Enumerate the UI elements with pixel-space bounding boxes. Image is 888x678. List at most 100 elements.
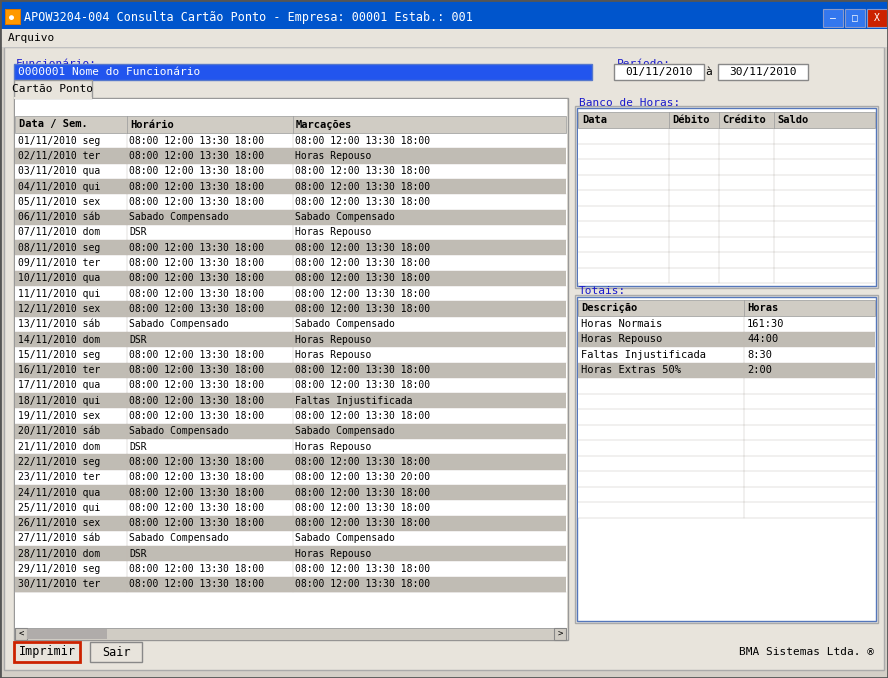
Text: 05/11/2010 sex: 05/11/2010 sex — [18, 197, 100, 207]
Bar — [554, 628, 566, 640]
Bar — [577, 297, 876, 621]
Text: 01/11/2010: 01/11/2010 — [625, 67, 693, 77]
Text: Horas Repouso: Horas Repouso — [581, 334, 662, 344]
Text: 161:30: 161:30 — [747, 319, 784, 329]
Bar — [15, 515, 566, 531]
Text: Horas Repouso: Horas Repouso — [295, 227, 371, 237]
Text: Faltas Injustificada: Faltas Injustificada — [295, 396, 413, 405]
Text: 08:00 12:00 13:30 18:00: 08:00 12:00 13:30 18:00 — [129, 151, 264, 161]
Text: 08:00 12:00 13:30 18:00: 08:00 12:00 13:30 18:00 — [129, 182, 264, 192]
Bar — [15, 393, 566, 408]
Bar — [578, 205, 875, 221]
Text: 01/11/2010 seg: 01/11/2010 seg — [18, 136, 100, 146]
Text: 08:00 12:00 13:30 18:00: 08:00 12:00 13:30 18:00 — [129, 197, 264, 207]
Text: 30/11/2010 ter: 30/11/2010 ter — [18, 579, 100, 589]
Bar — [578, 221, 875, 237]
Bar — [15, 424, 566, 439]
Text: 08:00 12:00 13:30 18:00: 08:00 12:00 13:30 18:00 — [129, 564, 264, 574]
Text: Marcações: Marcações — [296, 119, 353, 129]
Bar — [578, 300, 875, 316]
Bar — [5, 9, 21, 25]
Bar — [0, 0, 888, 29]
Text: 10/11/2010 qua: 10/11/2010 qua — [18, 273, 100, 283]
Text: 08:00 12:00 13:30 18:00: 08:00 12:00 13:30 18:00 — [295, 136, 430, 146]
Bar — [15, 439, 566, 454]
Text: 19/11/2010 sex: 19/11/2010 sex — [18, 411, 100, 421]
Bar — [578, 363, 875, 378]
Text: DSR: DSR — [129, 549, 147, 559]
Bar — [578, 144, 875, 159]
Bar — [15, 531, 566, 546]
Bar — [15, 561, 566, 577]
Bar — [578, 393, 875, 409]
Text: 08:00 12:00 13:30 18:00: 08:00 12:00 13:30 18:00 — [129, 304, 264, 314]
Text: 08:00 12:00 13:30 18:00: 08:00 12:00 13:30 18:00 — [295, 380, 430, 391]
Bar — [15, 271, 566, 286]
Bar — [718, 64, 808, 80]
Text: 08:00 12:00 13:30 18:00: 08:00 12:00 13:30 18:00 — [295, 243, 430, 253]
Text: 04/11/2010 qui: 04/11/2010 qui — [18, 182, 100, 192]
Text: 15/11/2010 seg: 15/11/2010 seg — [18, 350, 100, 360]
Bar — [578, 332, 875, 347]
Bar — [578, 159, 875, 174]
Bar — [14, 98, 568, 640]
Text: DSR: DSR — [129, 441, 147, 452]
Bar — [575, 295, 878, 623]
Text: 08:00 12:00 13:30 18:00: 08:00 12:00 13:30 18:00 — [295, 518, 430, 528]
Bar — [15, 577, 566, 592]
Text: Totais:: Totais: — [579, 286, 626, 296]
Bar — [578, 190, 875, 205]
Text: 08:00 12:00 13:30 18:00: 08:00 12:00 13:30 18:00 — [295, 487, 430, 498]
Bar — [15, 454, 566, 470]
Bar — [867, 9, 887, 27]
Text: 09/11/2010 ter: 09/11/2010 ter — [18, 258, 100, 268]
Text: APOW3204-004 Consulta Cartão Ponto - Empresa: 00001 Estab.: 001: APOW3204-004 Consulta Cartão Ponto - Emp… — [24, 10, 473, 24]
Text: Horas Repouso: Horas Repouso — [295, 334, 371, 344]
Bar — [578, 471, 875, 487]
Text: Sabado Compensado: Sabado Compensado — [295, 426, 395, 437]
Bar — [15, 286, 566, 301]
Text: 07/11/2010 dom: 07/11/2010 dom — [18, 227, 100, 237]
Text: 08:00 12:00 13:30 18:00: 08:00 12:00 13:30 18:00 — [295, 411, 430, 421]
Text: Sabado Compensado: Sabado Compensado — [129, 534, 229, 544]
Text: DSR: DSR — [129, 334, 147, 344]
Text: 08:00 12:00 13:30 18:00: 08:00 12:00 13:30 18:00 — [129, 289, 264, 298]
Text: 08:00 12:00 13:30 18:00: 08:00 12:00 13:30 18:00 — [129, 457, 264, 467]
Bar — [15, 332, 566, 347]
Text: 08:00 12:00 13:30 18:00: 08:00 12:00 13:30 18:00 — [295, 166, 430, 176]
Bar — [15, 240, 566, 256]
Text: 2:00: 2:00 — [747, 365, 772, 375]
Text: Data: Data — [582, 115, 607, 125]
Text: 25/11/2010 qui: 25/11/2010 qui — [18, 503, 100, 513]
Bar — [90, 642, 142, 662]
Text: 08:00 12:00 13:30 18:00: 08:00 12:00 13:30 18:00 — [295, 197, 430, 207]
Text: Crédito: Crédito — [722, 115, 765, 125]
Text: 22/11/2010 seg: 22/11/2010 seg — [18, 457, 100, 467]
Text: 08:00 12:00 13:30 18:00: 08:00 12:00 13:30 18:00 — [129, 487, 264, 498]
Bar — [575, 106, 878, 288]
Text: 08:00 12:00 13:30 18:00: 08:00 12:00 13:30 18:00 — [295, 182, 430, 192]
Text: 08:00 12:00 13:30 18:00: 08:00 12:00 13:30 18:00 — [295, 579, 430, 589]
Bar — [14, 642, 80, 662]
Text: Sabado Compensado: Sabado Compensado — [295, 212, 395, 222]
Text: à: à — [706, 67, 712, 77]
Text: 08:00 12:00 13:30 18:00: 08:00 12:00 13:30 18:00 — [295, 564, 430, 574]
Text: 08:00 12:00 13:30 18:00: 08:00 12:00 13:30 18:00 — [295, 365, 430, 375]
Bar — [15, 628, 566, 640]
Text: Horário: Horário — [130, 119, 174, 129]
Bar — [15, 194, 566, 210]
Text: 26/11/2010 sex: 26/11/2010 sex — [18, 518, 100, 528]
Bar — [577, 108, 876, 286]
Bar — [14, 80, 92, 98]
Text: Funcionário:: Funcionário: — [16, 59, 97, 69]
Text: Horas Repouso: Horas Repouso — [295, 350, 371, 360]
Text: 0000001 Nome do Funcionário: 0000001 Nome do Funcionário — [18, 67, 201, 77]
Bar — [15, 546, 566, 561]
Text: 08:00 12:00 13:30 18:00: 08:00 12:00 13:30 18:00 — [129, 350, 264, 360]
Bar — [578, 174, 875, 190]
Text: 11/11/2010 qui: 11/11/2010 qui — [18, 289, 100, 298]
Bar — [15, 317, 566, 332]
Text: 08:00 12:00 13:30 20:00: 08:00 12:00 13:30 20:00 — [295, 473, 430, 482]
Text: Cartão Ponto: Cartão Ponto — [12, 84, 92, 94]
Text: 08:00 12:00 13:30 18:00: 08:00 12:00 13:30 18:00 — [295, 503, 430, 513]
